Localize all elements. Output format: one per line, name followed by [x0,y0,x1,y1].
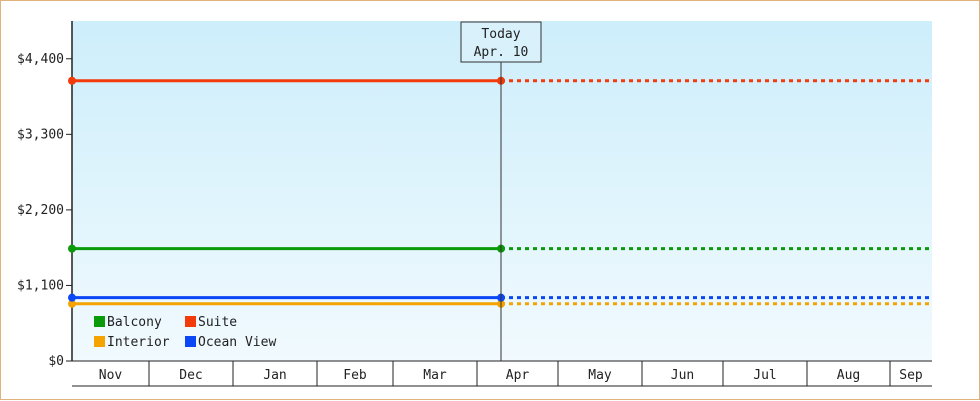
legend-label: Balcony [107,315,162,330]
x-tick-label: Dec [179,368,202,383]
x-tick-label: Feb [343,368,367,383]
y-tick-label: $1,100 [17,278,64,293]
x-tick-label: Sep [899,368,923,383]
series-point-interior [68,299,76,308]
x-tick-label: Apr [506,368,530,383]
legend-swatch [185,336,196,347]
legend-swatch [94,316,105,327]
series-point-suite [68,76,76,85]
y-tick-label: $0 [48,354,64,369]
legend-label: Interior [107,335,170,350]
series-point-ocean-view [68,293,76,302]
legend-swatch [185,316,196,327]
legend-label: Suite [198,315,237,330]
x-tick-label: Nov [99,368,123,383]
x-tick-label: Aug [837,368,860,383]
legend-swatch [94,336,105,347]
x-tick-label: Jan [263,368,286,383]
plot-area [72,21,932,361]
series-point-balcony [68,244,76,253]
today-callout-box [460,21,542,63]
legend-label: Ocean View [198,335,276,350]
today-date: Apr. 10 [474,45,529,60]
y-tick-label: $2,200 [17,203,64,218]
x-tick-label: Jun [671,368,694,383]
x-tick-label: Mar [423,368,447,383]
y-tick-label: $3,300 [17,127,64,142]
x-tick-label: May [588,368,612,383]
x-tick-label: Jul [753,368,776,383]
today-label: Today [481,27,520,42]
y-tick-label: $4,400 [17,52,64,67]
